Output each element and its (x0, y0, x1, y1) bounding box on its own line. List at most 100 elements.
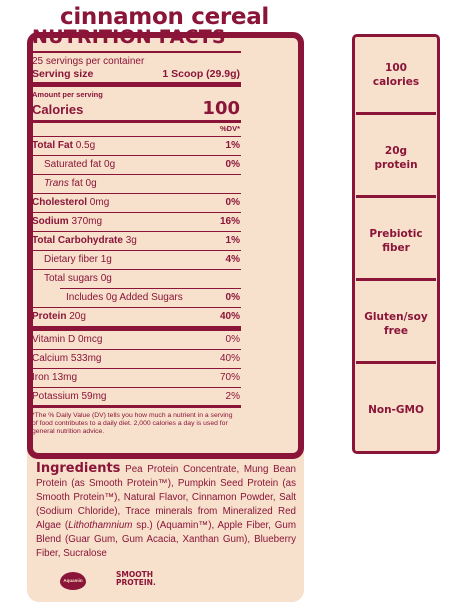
calories-value: 100 (202, 98, 240, 119)
nutrient-label: Total Fat (32, 140, 73, 151)
serving-size-label: Serving size (32, 68, 94, 80)
servings-text: 25 servings per container (32, 56, 145, 67)
nutrient-dv: 2% (225, 391, 240, 402)
highlight-protein: 20g protein (356, 120, 436, 198)
divider (29, 212, 241, 213)
nutrient-row-total-carbohydrate: Total Carbohydrate 3g 1% (32, 235, 240, 246)
divider (29, 349, 241, 350)
dv-header: %DV* (219, 124, 240, 133)
nutrient-row-cholesterol: Cholesterol 0mg 0% (32, 197, 240, 208)
nutrient-dv: 4% (225, 254, 240, 265)
divider (29, 193, 241, 194)
nutrient-row-total-fat: Total Fat 0.5g 1% (32, 140, 240, 151)
nutrient-dv: 0% (225, 334, 240, 345)
nutrition-facts-heading: NUTRITION FACTS (32, 26, 226, 48)
servings-per-container: 25 servings per container (32, 56, 240, 67)
protein-rule (29, 326, 241, 331)
nutrient-dv: 1% (225, 235, 240, 246)
highlight-non-gmo: Non-GMO (356, 369, 436, 451)
nutrient-label: Includes 0g Added Sugars (66, 292, 183, 303)
amount-per-serving: Amount per serving (32, 90, 103, 99)
nutrient-row-protein: Protein 20g 40% (32, 311, 240, 322)
ingredients-text-italic: Lithothamnium (68, 520, 133, 531)
nutrient-row-iron: Iron 13mg 70% (32, 372, 240, 383)
nutrient-label: Vitamin D (32, 334, 76, 345)
nutrient-row-potassium: Potassium 59mg 2% (32, 391, 240, 402)
nutrient-amount: 20g (69, 311, 86, 322)
divider (60, 288, 241, 289)
nutrient-label: Saturated fat (44, 159, 102, 170)
heading-rule (29, 51, 241, 53)
dv-header-row: %DV* (32, 124, 240, 133)
nutrient-amount: 13mg (52, 372, 78, 383)
nutrient-amount: 0mcg (77, 334, 103, 345)
highlight-calories: 100 calories (356, 37, 436, 115)
nutrient-label: Potassium (32, 391, 79, 402)
nutrient-dv: 1% (225, 140, 240, 151)
nutrient-row-trans-fat: Trans fat 0g (44, 178, 240, 189)
ingredients-block: Ingredients Pea Protein Concentrate, Mun… (36, 462, 296, 561)
footnote-rule (29, 405, 241, 408)
nutrient-label: Trans (44, 178, 69, 189)
nutrient-label: Protein (32, 311, 67, 322)
divider (29, 387, 241, 388)
divider (29, 231, 241, 232)
nutrient-label: Total Carbohydrate (32, 235, 123, 246)
daily-value-footnote: *The % Daily Value (DV) tells you how mu… (32, 412, 233, 435)
highlight-prebiotic-fiber: Prebiotic fiber (356, 203, 436, 281)
nutrient-label: Cholesterol (32, 197, 88, 208)
product-title: cinnamon cereal (60, 4, 270, 30)
smooth-protein-line2: PROTEIN. (116, 578, 156, 587)
nutrient-row-vitamin-d: Vitamin D 0mcg 0% (32, 334, 240, 345)
divider (29, 307, 241, 308)
nutrient-amount: 533mg (70, 353, 102, 364)
nutrient-row-dietary-fiber: Dietary fiber 1g 4% (44, 254, 240, 265)
nutrient-row-sodium: Sodium 370mg 16% (32, 216, 240, 227)
nutrient-dv: 0% (225, 197, 240, 208)
amount-per-serving-row: Amount per serving (32, 90, 240, 99)
nutrient-dv: 70% (219, 372, 240, 383)
divider (29, 155, 241, 156)
serving-size-value: 1 Scoop (29.9g) (162, 68, 240, 80)
nutrient-dv: 0% (225, 292, 240, 303)
nutrient-row-added-sugars: Includes 0g Added Sugars 0% (66, 292, 240, 303)
divider (29, 136, 241, 137)
nutrient-label: Calcium (32, 353, 69, 364)
smooth-protein-line1: SMOOTH (116, 570, 154, 579)
divider (29, 250, 241, 251)
divider (29, 174, 241, 175)
ingredients-title: Ingredients (36, 461, 121, 476)
nutrient-row-saturated-fat: Saturated fat 0g 0% (44, 159, 240, 170)
nutrient-label: Sodium (32, 216, 69, 227)
divider (29, 269, 241, 270)
nutrient-amount: 0g (100, 273, 112, 284)
serving-size-row: Serving size 1 Scoop (29.9g) (32, 68, 240, 80)
divider (29, 368, 241, 369)
nutrient-row-calcium: Calcium 533mg 40% (32, 353, 240, 364)
serving-rule (29, 82, 241, 87)
nutrient-label: Dietary fiber (44, 254, 98, 265)
nutrient-dv: 40% (219, 353, 240, 364)
nutrient-amount: 3g (125, 235, 137, 246)
highlight-gluten-soy-free: Gluten/soy free (356, 286, 436, 364)
nutrient-row-total-sugars: Total sugars 0g (44, 273, 240, 284)
nutrient-amount: fat 0g (71, 178, 97, 189)
smooth-protein-logo: SMOOTH PROTEIN. (116, 571, 156, 587)
nutrient-dv: 16% (219, 216, 240, 227)
nutrient-amount: 0mg (89, 197, 110, 208)
nutrient-amount: 59mg (81, 391, 107, 402)
calories-row: Calories 100 (32, 98, 240, 119)
calories-rule (29, 120, 241, 123)
ingredients-text-b: sp.) (Aquamin™), Apple Fiber, Gum Blend … (36, 520, 296, 559)
nutrient-label: Total sugars (44, 273, 98, 284)
aquamin-logo: Aquamin (60, 572, 86, 590)
nutrient-amount: 0g (104, 159, 116, 170)
nutrient-amount: 370mg (71, 216, 103, 227)
nutrient-amount: 1g (100, 254, 112, 265)
ingredients-text-a: Pea Protein Concentrate, Mung Bean Prote… (36, 464, 296, 531)
nutrient-label: Iron (32, 372, 50, 383)
nutrient-amount: 0.5g (75, 140, 96, 151)
nutrient-dv: 0% (225, 159, 240, 170)
nutrient-dv: 40% (219, 311, 240, 322)
calories-label: Calories (32, 102, 84, 117)
